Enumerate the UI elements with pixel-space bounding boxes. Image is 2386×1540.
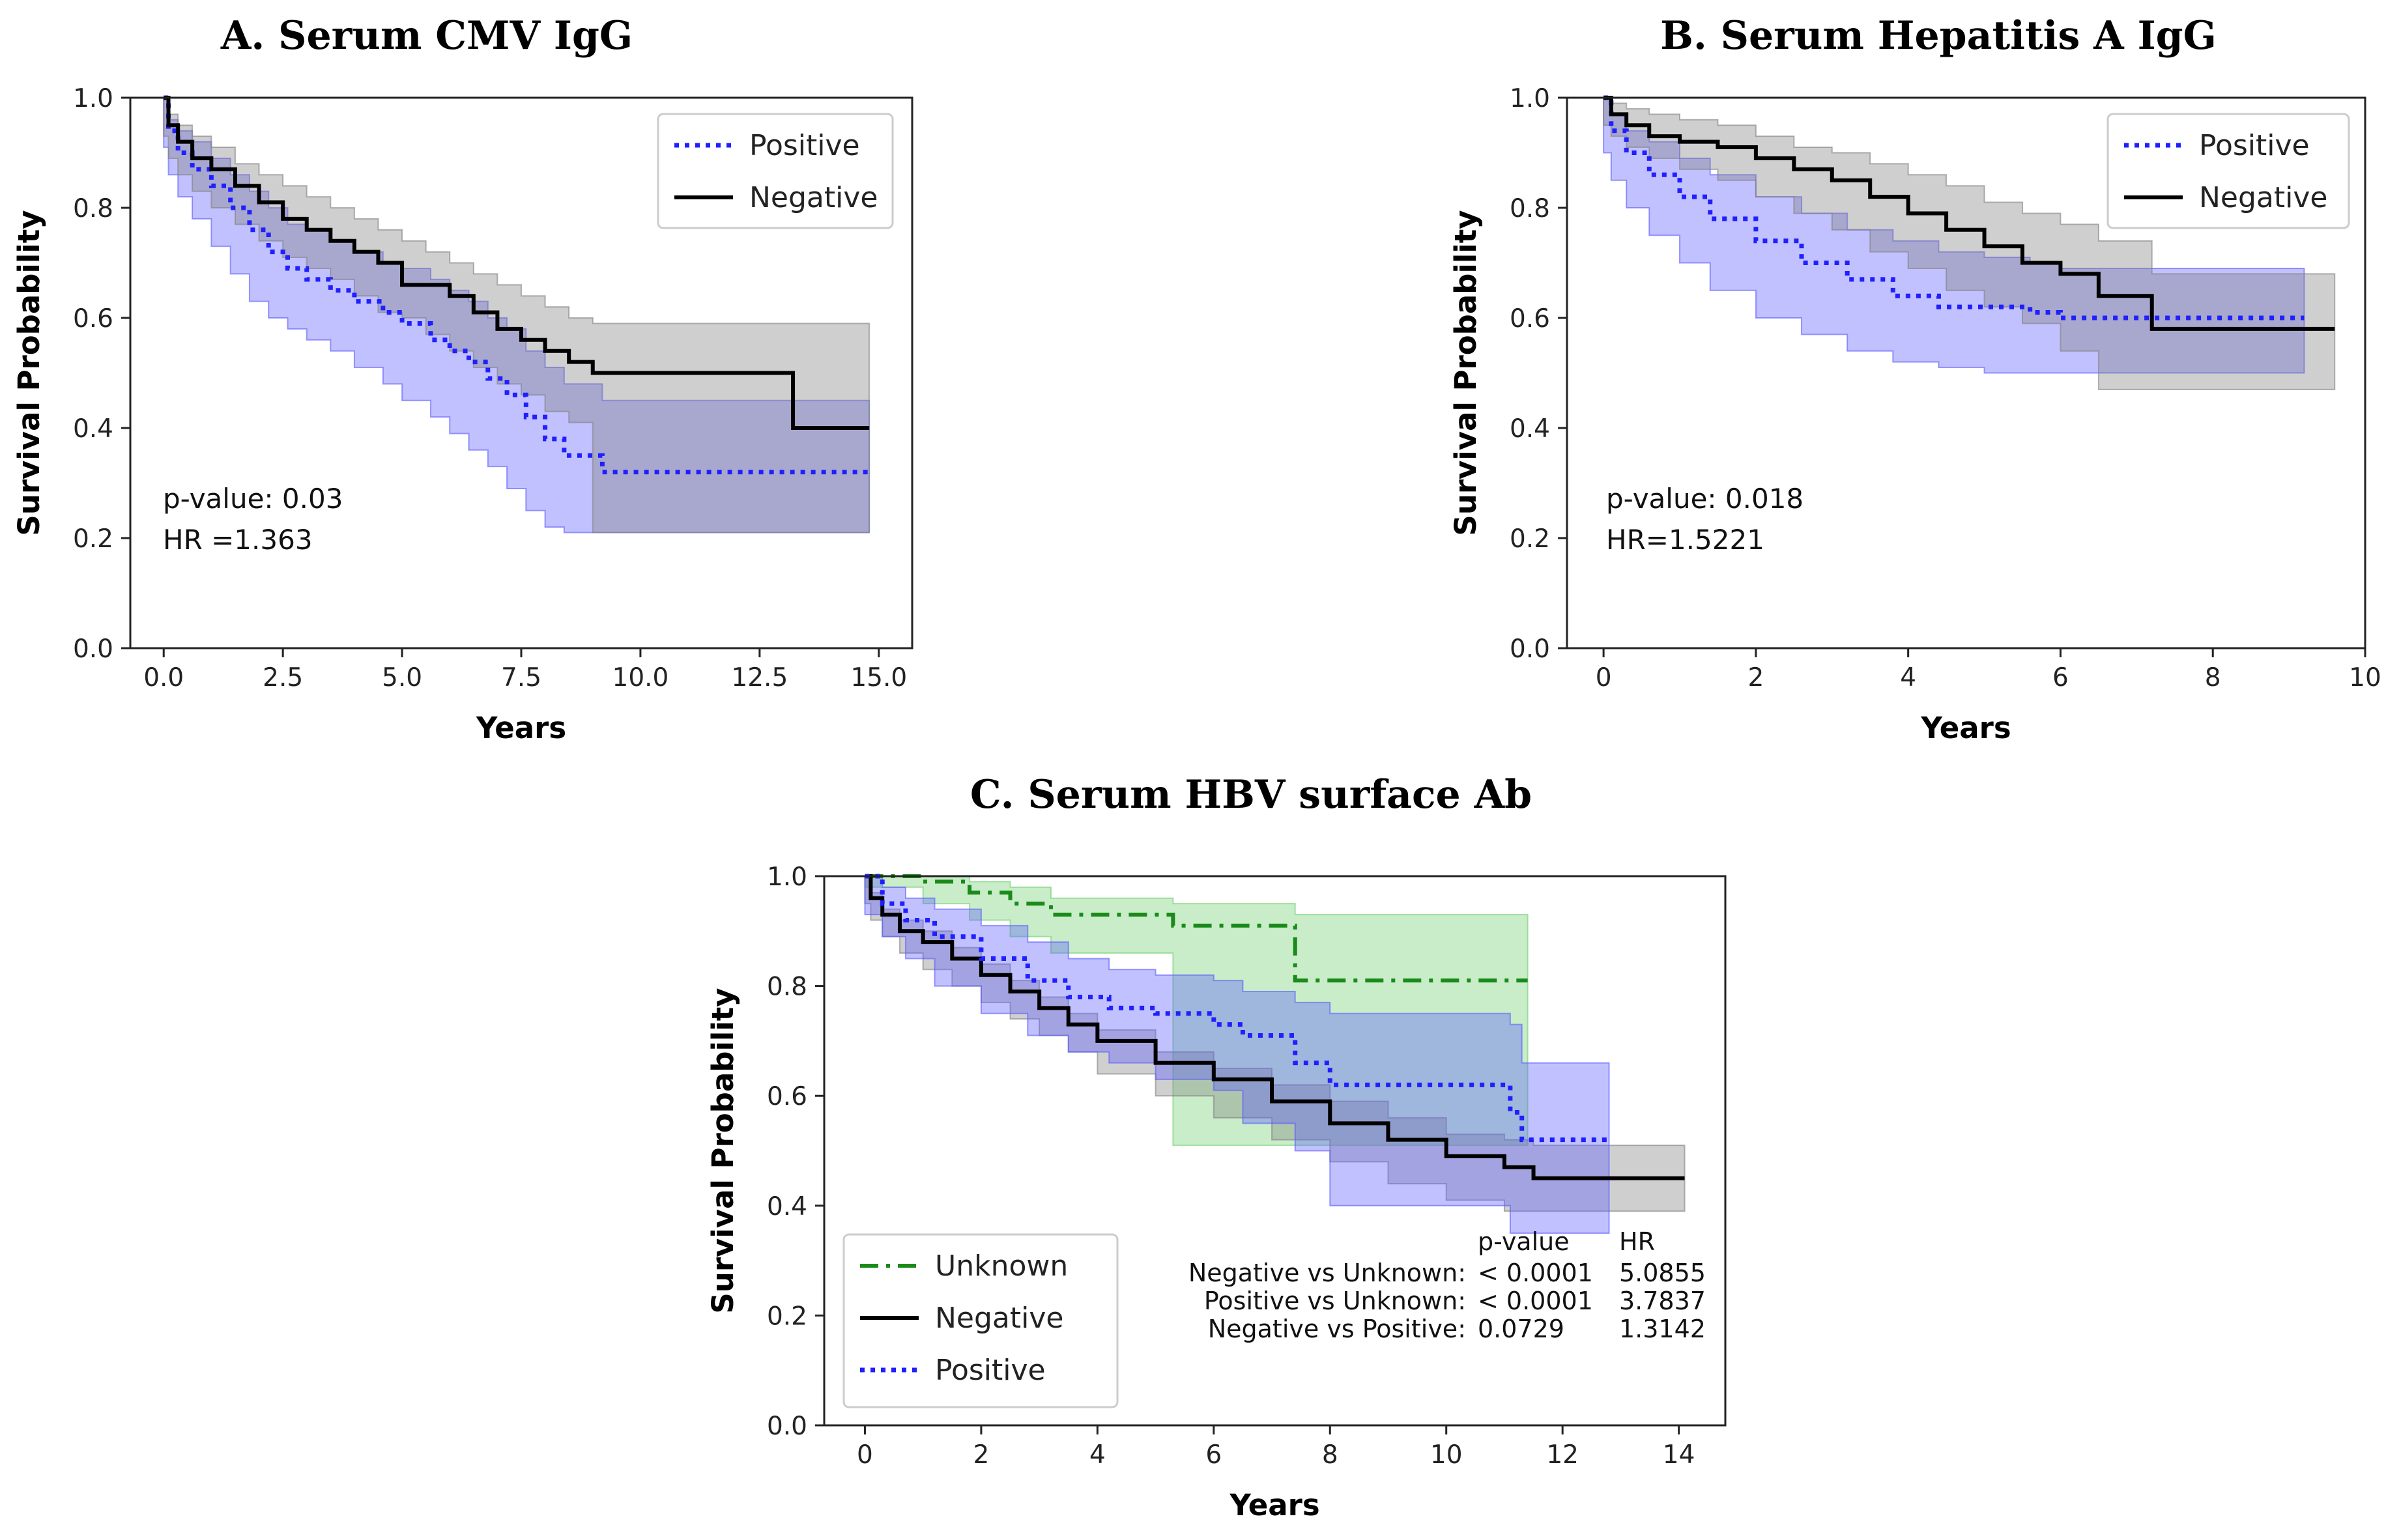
x-tick-label: 6 [2052,663,2069,692]
ci-band-negative [163,97,870,534]
x-tick-label: 7.5 [501,663,541,692]
x-tick-label: 10.0 [612,663,669,692]
x-tick-label: 2 [973,1440,989,1470]
chart-title: B. Serum Hepatitis A IgG [1660,13,2217,59]
survival-line-unknown [865,874,1528,983]
y-tick-label: 0.2 [73,524,113,554]
y-tick-label: 0.4 [73,414,113,444]
x-tick-label: 5.0 [382,663,422,692]
x-tick-label: 2.5 [263,663,303,692]
y-tick-label: 0.4 [767,1192,807,1221]
y-tick-label: 0.8 [73,194,113,223]
panel-a-cmv-igg: A. Serum CMV IgG 0.0 2.5 5.0 7.5 10.0 12.5 15.0… [12,13,913,745]
y-axis-label: Survival Probability [1448,210,1483,535]
y-tick-label: 0.0 [1510,635,1550,664]
axes-frame [823,875,1727,1427]
legend-box [842,1233,1119,1408]
chart-title: C. Serum HBV surface Ab [970,772,1532,818]
y-tick-label: 0.0 [767,1412,807,1441]
x-tick-label: 4 [1089,1440,1106,1470]
p-value-annotation: p-value: 0.03 [163,483,343,515]
y-tick-label: 1.0 [767,863,807,892]
stats-row-hr: 1.3142 [1619,1315,1706,1343]
ci-band-positive [864,876,1610,1234]
x-tick-label: 0 [1596,663,1612,692]
y-tick-label: 0.4 [1510,414,1550,444]
x-tick-label: 14 [1663,1440,1695,1470]
y-tick-label: 0.2 [767,1302,807,1331]
x-tick-label: 0.0 [143,663,184,692]
x-axis-label: Years [476,711,566,745]
x-tick-label: 6 [1205,1440,1222,1470]
stats-row-comparison: Negative vs Unknown: [1188,1259,1466,1287]
x-axis-label: Years [1229,1488,1319,1522]
hr-annotation: HR=1.5221 [1606,524,1764,556]
y-tick-label: 0.8 [1510,194,1550,223]
x-axis-label: Years [1920,711,2011,745]
legend-box [657,113,894,229]
x-tick-label: 15.0 [850,663,907,692]
survival-line-negative [865,874,1685,1180]
stats-header-hr: HR [1619,1227,1655,1256]
p-value-annotation: p-value: 0.018 [1606,483,1804,515]
y-tick-label: 0.2 [1510,524,1550,554]
x-tick-label: 12.5 [731,663,788,692]
legend-label-negative: Negative [2199,181,2327,214]
y-axis-label: Survival Probability [12,210,46,535]
x-tick-label: 8 [2205,663,2221,692]
y-tick-label: 0.6 [767,1082,807,1111]
survival-line-positive [1603,95,2305,321]
y-axis-label: Survival Probability [706,988,740,1313]
y-tick-label: 0.6 [1510,304,1550,334]
panel-b-hepatitis-a-igg: B. Serum Hepatitis A IgG 0 2 4 6 8 10 0.0 0.2 0.4… [1448,13,2381,745]
stats-row-hr: 5.0855 [1619,1259,1706,1287]
ci-band-positive [1603,97,2305,374]
panel-c-hbv-surface-ab: C. Serum HBV surface Ab 0 2 4 6 8 10 12 14 0.0 0.2… [706,772,1727,1522]
y-tick-label: 0.0 [73,635,113,664]
legend-box [2106,113,2350,229]
x-tick-label: 2 [1747,663,1764,692]
legend-label-negative: Negative [935,1302,1063,1335]
y-tick-label: 0.8 [767,973,807,1002]
x-tick-label: 0 [857,1440,873,1470]
survival-line-positive [865,874,1609,1143]
stats-row-comparison: Negative vs Positive: [1208,1315,1466,1343]
x-tick-label: 12 [1546,1440,1579,1470]
x-tick-label: 10 [2349,663,2381,692]
y-tick-label: 0.6 [73,304,113,334]
survival-line-negative [1603,96,2335,331]
chart-title: A. Serum CMV IgG [220,13,633,59]
survival-line-positive [164,95,870,475]
legend-label-positive: Positive [2199,129,2310,162]
stats-row-p-value: < 0.0001 [1478,1259,1593,1287]
stats-row-p-value: < 0.0001 [1478,1287,1593,1315]
axes-frame [1566,96,2366,649]
legend-label-unknown: Unknown [935,1249,1068,1283]
stats-row-comparison: Positive vs Unknown: [1204,1287,1466,1315]
legend-label-negative: Negative [749,181,878,214]
legend-label-positive: Positive [749,129,860,162]
hr-annotation: HR =1.363 [163,524,313,556]
survival-line-negative [164,96,870,430]
y-tick-label: 1.0 [73,84,113,113]
y-tick-label: 1.0 [1510,84,1550,113]
legend-label-positive: Positive [935,1354,1046,1387]
x-tick-label: 10 [1430,1440,1463,1470]
stats-row-hr: 3.7837 [1619,1287,1706,1315]
stats-header-p-value: p-value [1478,1227,1570,1256]
x-tick-label: 4 [1900,663,1916,692]
stats-row-p-value: 0.0729 [1478,1315,1564,1343]
x-tick-label: 8 [1322,1440,1338,1470]
